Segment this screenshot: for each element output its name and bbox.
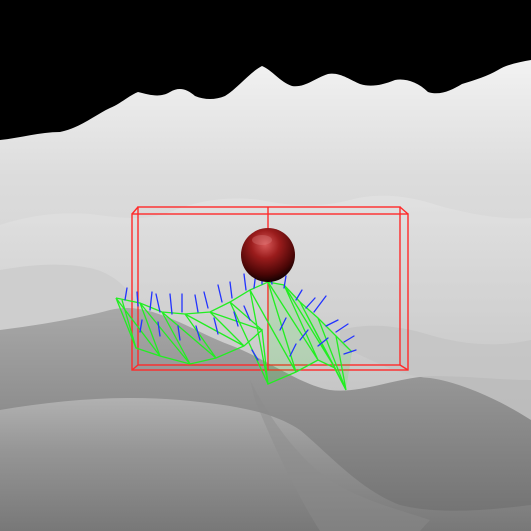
normal-vector [335, 323, 349, 333]
normal-vector [299, 329, 309, 341]
bounding-box-edge-bl [131, 364, 139, 371]
bounding-box-front-face [131, 213, 409, 371]
normal-vector [213, 317, 219, 335]
bounding-box[interactable] [131, 206, 409, 371]
normal-vector [203, 291, 209, 309]
terrain-mesh[interactable] [0, 60, 531, 531]
bounding-box-back-face [137, 206, 401, 366]
bounding-box-edge-br [399, 364, 409, 371]
sphere-body [241, 228, 295, 282]
collision-patch-wireframe[interactable] [115, 281, 353, 391]
normal-vector [233, 311, 239, 327]
normal-vector [169, 293, 173, 315]
bounding-box-edge-tl [131, 206, 139, 215]
sphere[interactable] [241, 228, 295, 282]
normal-vector [251, 349, 259, 361]
normal-vector [313, 295, 327, 313]
normal-vector [343, 349, 357, 355]
normal-vector [289, 343, 297, 357]
normal-vector [343, 335, 355, 343]
normal-vector [243, 273, 247, 291]
normal-vector [243, 305, 251, 321]
terrain-foreground [0, 398, 531, 531]
normal-vector [295, 289, 303, 301]
normal-vector [229, 281, 233, 299]
normal-vector [177, 325, 181, 341]
wireframe-strip-front [121, 299, 347, 391]
normal-vector [195, 325, 201, 341]
wireframe-fill [268, 282, 352, 390]
terrain-channel-shadow [250, 380, 430, 531]
bounding-box-edge-tr [399, 206, 409, 215]
normal-vector [149, 291, 153, 311]
normal-vector [139, 319, 143, 333]
normal-vector [136, 291, 139, 307]
normal-vector [283, 275, 287, 289]
sphere-highlight [252, 235, 272, 245]
normal-vector [317, 337, 329, 347]
normal-vector [155, 293, 161, 313]
normal-vector [325, 319, 339, 327]
normal-vector [124, 287, 128, 301]
normal-vector [279, 317, 287, 331]
normal-vector [305, 297, 316, 309]
normal-vector [157, 321, 161, 337]
normal-vector [194, 294, 199, 313]
terrain-right-slope [340, 325, 531, 420]
normal-vector [217, 284, 223, 303]
